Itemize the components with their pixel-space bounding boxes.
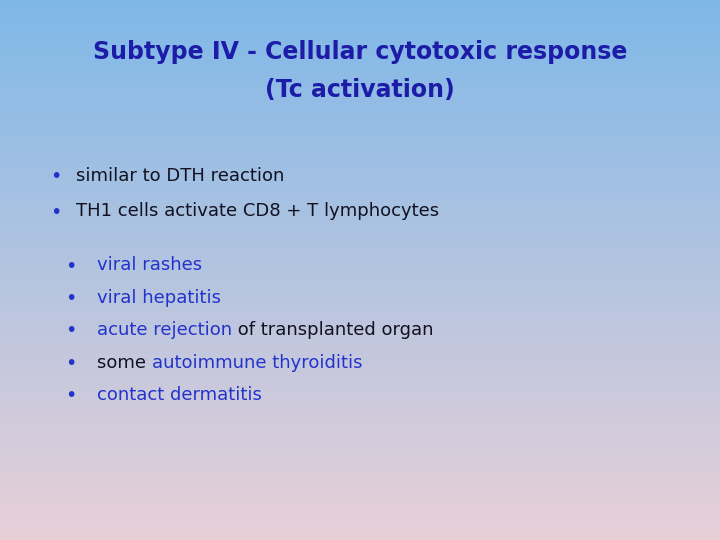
Text: •: • — [65, 289, 76, 308]
Text: •: • — [65, 256, 76, 275]
Text: •: • — [65, 386, 76, 405]
Text: acute rejection: acute rejection — [97, 321, 233, 339]
Text: (Tc activation): (Tc activation) — [265, 78, 455, 102]
Text: •: • — [65, 321, 76, 340]
Text: Subtype IV - Cellular cytotoxic response: Subtype IV - Cellular cytotoxic response — [93, 40, 627, 64]
Text: contact dermatitis: contact dermatitis — [97, 386, 262, 404]
Text: •: • — [65, 354, 76, 373]
Text: autoimmune thyroiditis: autoimmune thyroiditis — [152, 354, 362, 372]
Text: •: • — [50, 202, 62, 221]
Text: •: • — [50, 167, 62, 186]
Text: viral hepatitis: viral hepatitis — [97, 289, 221, 307]
Text: of transplanted organ: of transplanted organ — [233, 321, 434, 339]
Text: similar to DTH reaction: similar to DTH reaction — [76, 167, 284, 185]
Text: TH1 cells activate CD8 + T lymphocytes: TH1 cells activate CD8 + T lymphocytes — [76, 202, 438, 220]
Text: viral rashes: viral rashes — [97, 256, 202, 274]
Text: some: some — [97, 354, 152, 372]
